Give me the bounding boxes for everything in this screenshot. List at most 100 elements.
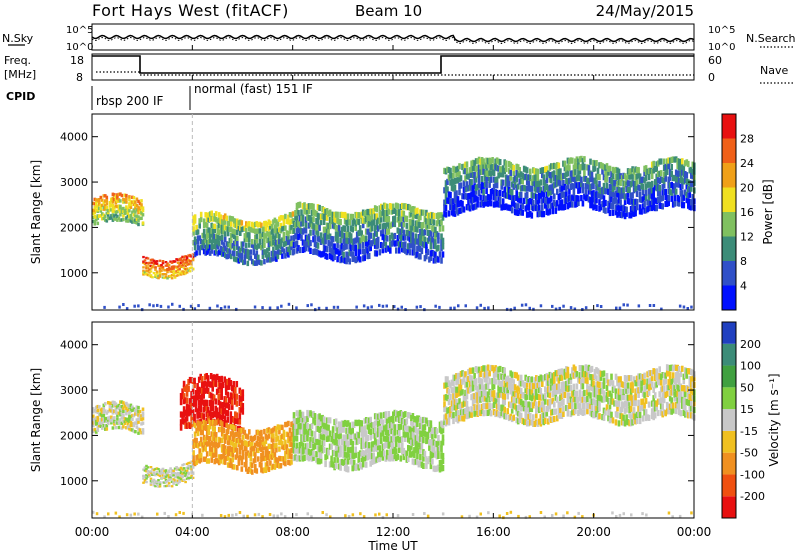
scatter-cell [559, 168, 562, 175]
scatter-cell [264, 462, 268, 468]
scatter-cell [383, 411, 386, 419]
scatter-cell [333, 211, 336, 219]
scatter-cell [234, 393, 237, 400]
scatter-cell [521, 392, 524, 399]
scatter-cell [383, 450, 386, 457]
scatter-cell [652, 187, 655, 194]
scatter-cell [474, 165, 478, 172]
scatter-cell [572, 383, 576, 390]
ground-scatter-cell [385, 304, 388, 308]
scatter-cell [434, 233, 437, 240]
scatter-cell [455, 207, 458, 214]
scatter-cell [137, 199, 140, 204]
scatter-cell [167, 275, 171, 278]
scatter-cell [290, 459, 293, 465]
scatter-cell [462, 371, 466, 378]
scatter-cell [655, 205, 658, 212]
scatter-cell [340, 420, 344, 427]
scatter-cell [525, 405, 529, 413]
scatter-cell [207, 227, 210, 233]
scatter-cell [494, 164, 497, 171]
scatter-cell [287, 246, 290, 252]
scatter-cell [417, 436, 421, 443]
scatter-cell [416, 220, 419, 227]
scatter-cell [252, 249, 256, 256]
scatter-cell [483, 403, 487, 410]
scatter-cell [361, 255, 365, 262]
scatter-cell [307, 233, 311, 240]
scatter-cell [360, 455, 363, 463]
scatter-cell [263, 249, 266, 255]
scatter-cell [337, 433, 341, 440]
scatter-cell [554, 383, 558, 390]
scatter-cell [184, 409, 187, 416]
scatter-cell [214, 217, 218, 223]
scatter-cell [272, 452, 275, 458]
scatter-cell [417, 415, 421, 422]
scatter-cell [282, 231, 286, 238]
scatter-cell [560, 199, 564, 206]
scatter-cell [336, 456, 339, 463]
scatter-cell [512, 402, 515, 409]
scatter-cell [446, 395, 449, 402]
scatter-cell [619, 179, 622, 186]
scatter-cell [550, 377, 553, 384]
scatter-cell [670, 156, 673, 163]
scatter-cell [674, 181, 678, 188]
scatter-cell [191, 466, 195, 469]
scatter-cell [516, 203, 520, 210]
scatter-cell [456, 165, 460, 172]
scatter-cell [211, 244, 215, 250]
scatter-cell [337, 218, 341, 225]
scatter-cell [207, 418, 210, 424]
scatter-cell [533, 420, 537, 427]
scatter-cell [105, 423, 109, 428]
scatter-cell [225, 422, 228, 429]
scatter-cell [295, 215, 299, 222]
scatter-cell [167, 263, 171, 266]
scatter-cell [575, 162, 579, 169]
scatter-cell [285, 448, 289, 455]
scatter-cell [515, 184, 518, 191]
scatter-cell [486, 402, 490, 409]
scatter-cell [515, 409, 518, 416]
scatter-cell [554, 408, 558, 415]
scatter-cell [246, 441, 250, 447]
scatter-cell [355, 218, 359, 225]
scatter-cell [548, 416, 552, 423]
scatter-cell [458, 207, 461, 214]
scatter-cell [447, 167, 451, 174]
scatter-cell [119, 421, 122, 426]
scatter-cell [246, 236, 250, 243]
scatter-cell [210, 440, 213, 446]
scatter-cell [328, 430, 332, 437]
scatter-cell [461, 163, 464, 171]
scatter-cell [181, 259, 184, 263]
freq-label: Freq. [4, 54, 31, 67]
scatter-cell [468, 367, 472, 374]
scatter-cell [560, 399, 564, 407]
scatter-cell [369, 244, 372, 252]
scatter-cell [178, 272, 181, 275]
scatter-cell [483, 371, 487, 378]
scatter-cell [583, 409, 586, 416]
scatter-cell [145, 269, 148, 272]
scatter-cell [152, 482, 156, 485]
scatter-cell [611, 185, 615, 193]
scatter-cell [230, 431, 233, 437]
scatter-cell [390, 428, 394, 435]
scatter-cell [192, 220, 195, 226]
scatter-cell [135, 405, 139, 409]
scatter-cell [569, 157, 573, 164]
scatter-cell [486, 391, 490, 398]
scatter-cell [574, 408, 577, 415]
scatter-cell [243, 225, 247, 231]
scatter-cell [145, 256, 148, 260]
scatter-cell [376, 242, 380, 249]
scatter-cell [557, 173, 561, 180]
scatter-cell [635, 179, 639, 186]
scatter-cell [324, 245, 327, 252]
scatter-cell [586, 366, 589, 373]
scatter-cell [541, 204, 544, 211]
ground-scatter-cell [261, 306, 264, 310]
